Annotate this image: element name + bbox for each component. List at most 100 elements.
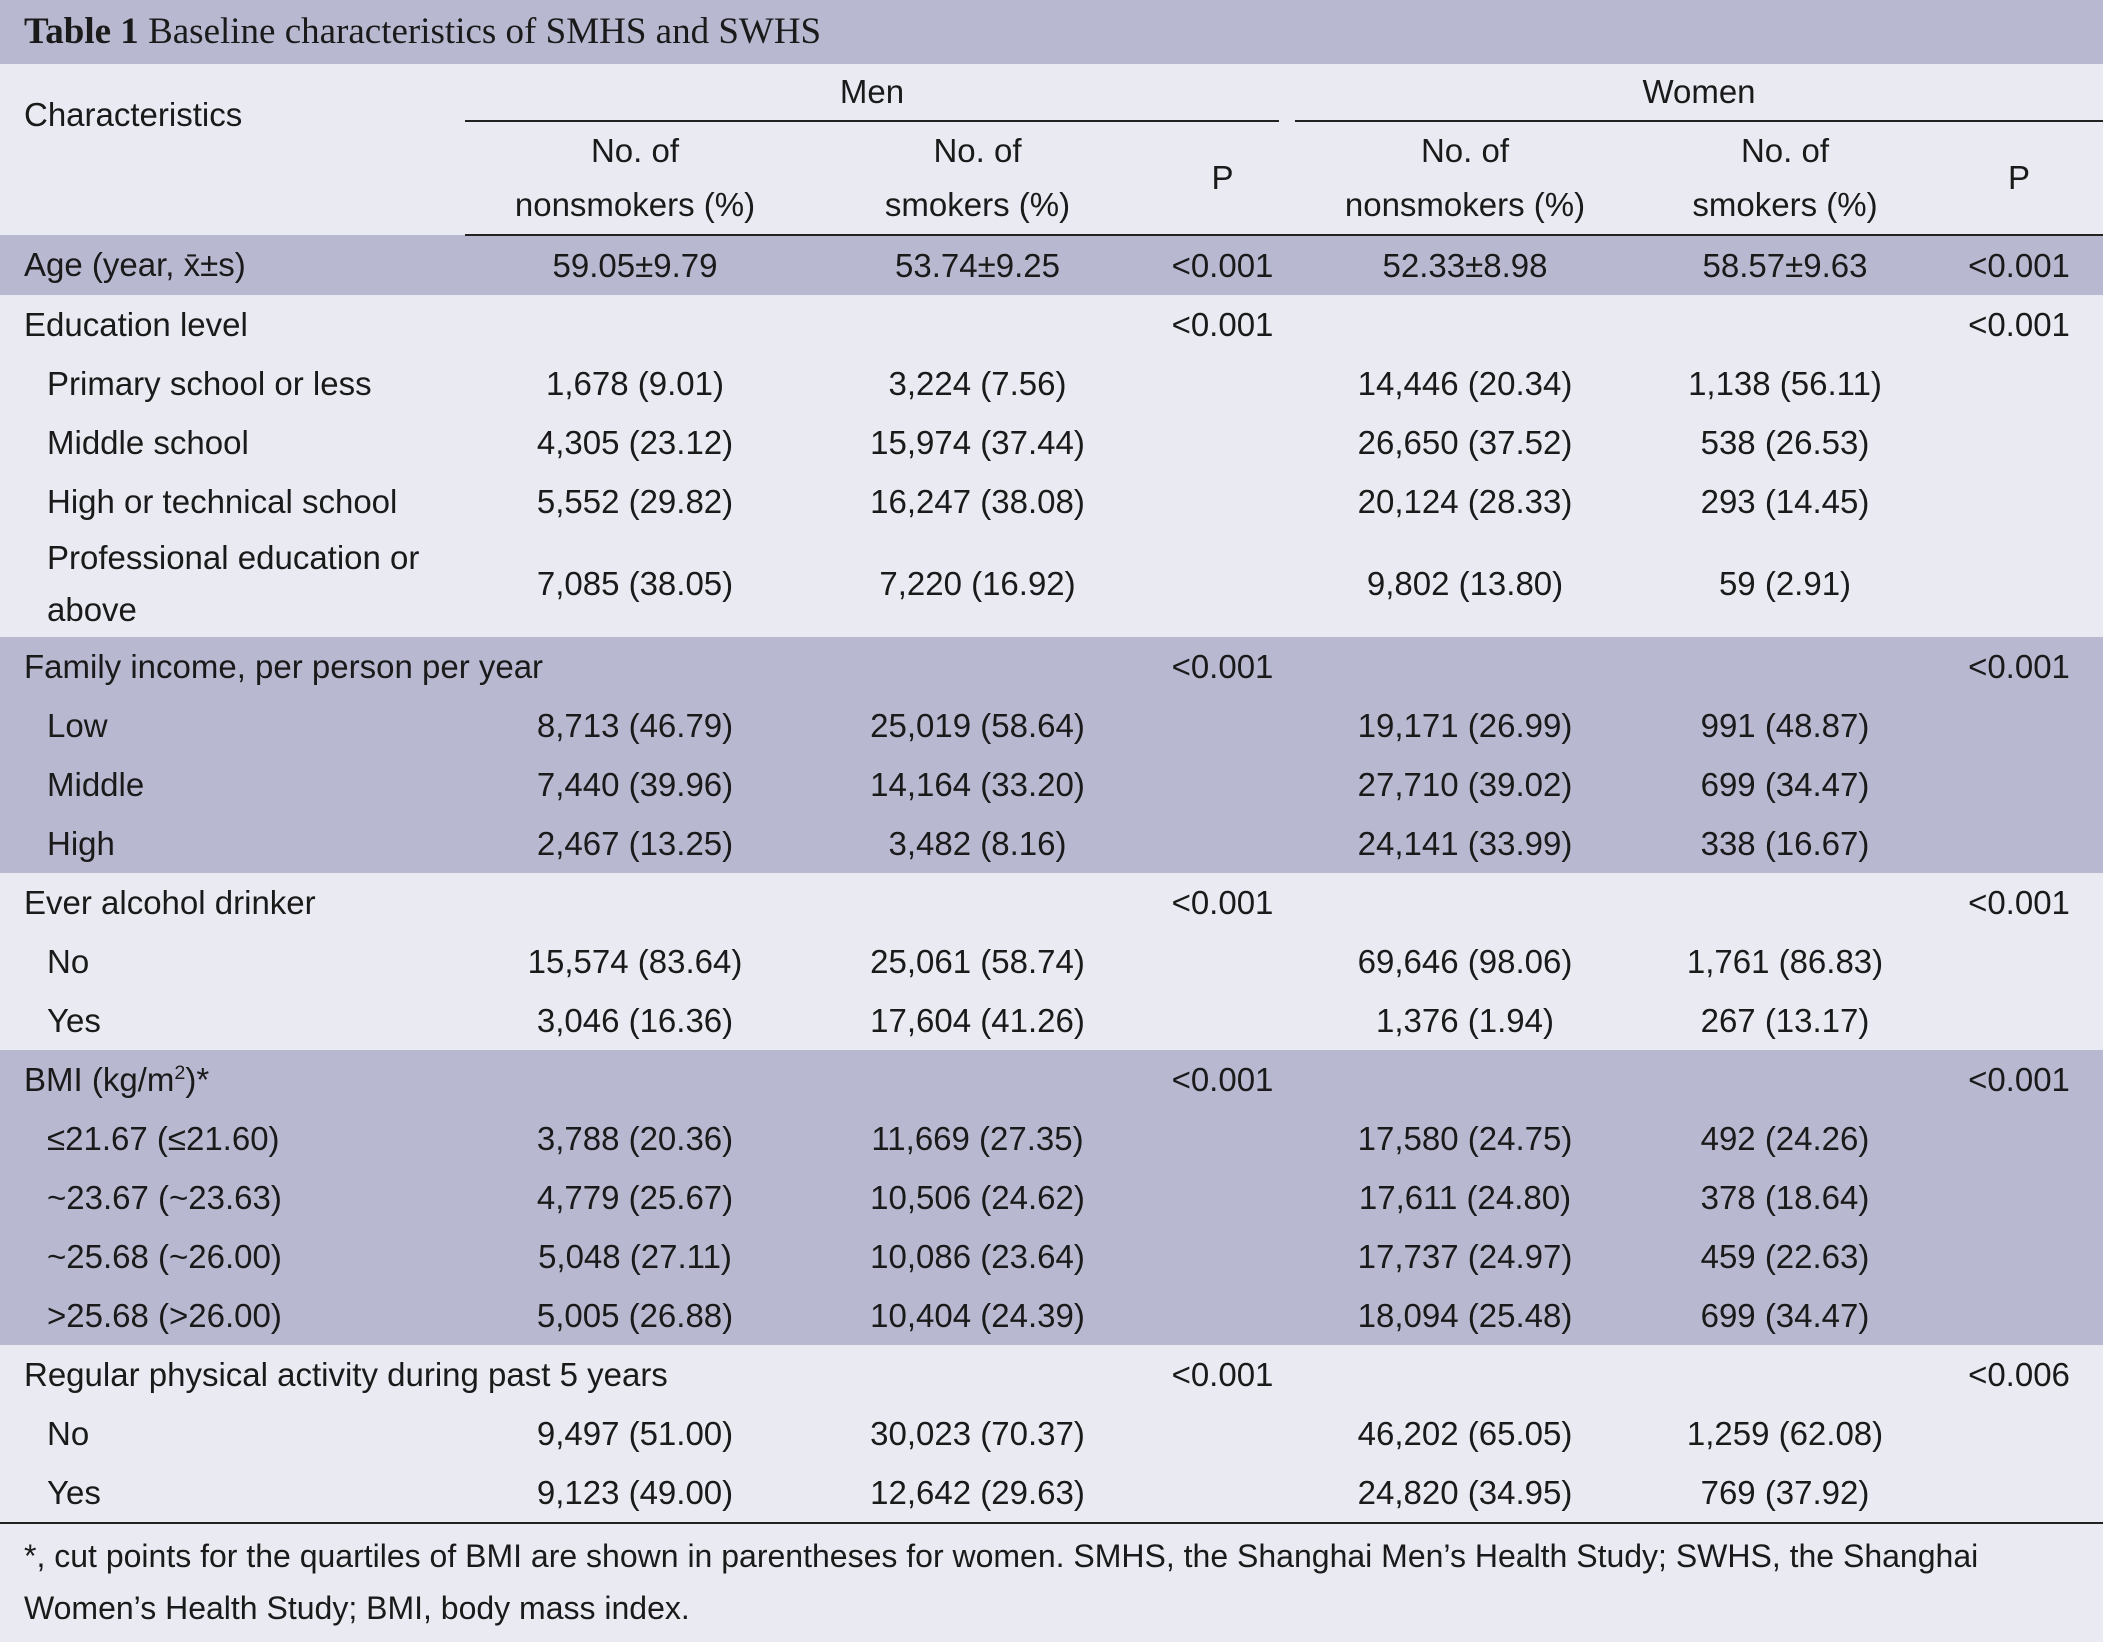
women-smokers-cell: 699 (34.47) (1635, 755, 1935, 814)
women-nonsmokers-cell (1295, 873, 1635, 932)
men-nonsmokers-cell: 5,048 (27.11) (465, 1227, 805, 1286)
men-smokers-cell: 3,482 (8.16) (805, 814, 1150, 873)
women-smokers-cell: 459 (22.63) (1635, 1227, 1935, 1286)
women-p-cell (1935, 472, 2103, 531)
women-nonsmokers-cell: 46,202 (65.05) (1357, 1414, 1573, 1452)
women-nonsmokers-cell (1295, 295, 1635, 354)
row-label: Low (0, 696, 465, 755)
women-nonsmokers-cell (1295, 1050, 1635, 1109)
table-row: Age (year, x̄±s) 59.05±9.79 53.74±9.25 <0.0… (0, 235, 2103, 295)
women-p-cell: <0.001 (1935, 235, 2103, 295)
table-title-label: Table 1 (24, 11, 139, 52)
row-label: No (47, 942, 90, 980)
men-p-cell: <0.001 (1171, 883, 1274, 921)
header-women-p: P (1935, 122, 2103, 236)
men-nonsmokers-cell: 5,552 (29.82) (536, 482, 734, 520)
table-row: Middle school 4,305 (23.12) 15,974 (37.44)… (0, 413, 2103, 472)
row-label: Professional education or above (47, 539, 420, 628)
women-p-cell (1935, 1227, 2103, 1286)
row-label: >25.68 (>26.00) (0, 1286, 465, 1345)
women-smokers-cell (1635, 295, 1935, 354)
table-row: Professional education or above 7,085 (38.… (0, 531, 2103, 637)
table-row: ≤21.67 (≤21.60) 3,788 (20.36) 11,669 (27.3… (0, 1109, 2103, 1168)
women-p-cell (1935, 991, 2103, 1050)
women-smokers-cell: 378 (18.64) (1635, 1168, 1935, 1227)
row-label: Education level (24, 305, 248, 343)
men-p-cell (1150, 814, 1295, 873)
men-nonsmokers-cell: 15,574 (83.64) (527, 942, 743, 980)
women-p-cell: <0.001 (1968, 883, 2070, 921)
men-smokers-cell (805, 873, 1150, 932)
women-nonsmokers-cell: 17,737 (24.97) (1295, 1227, 1635, 1286)
men-nonsmokers-cell: 9,497 (51.00) (536, 1414, 734, 1452)
women-smokers-cell (1635, 1345, 1935, 1404)
row-label: Age (year, x̄±s) (0, 235, 465, 295)
women-nonsmokers-cell (1295, 637, 1635, 696)
women-smokers-cell (1635, 637, 1935, 696)
table-row: >25.68 (>26.00) 5,005 (26.88) 10,404 (24.3… (0, 1286, 2103, 1345)
women-smokers-cell: 769 (37.92) (1700, 1473, 1870, 1511)
women-p-cell: <0.001 (1935, 637, 2103, 696)
women-smokers-cell: 1,138 (56.11) (1688, 364, 1882, 402)
men-nonsmokers-cell: 8,713 (46.79) (465, 696, 805, 755)
table-title: Table 1 Baseline characteristics of SMHS… (0, 0, 2103, 64)
row-label: High (0, 814, 465, 873)
women-nonsmokers-cell: 27,710 (39.02) (1295, 755, 1635, 814)
men-nonsmokers-cell: 59.05±9.79 (465, 235, 805, 295)
women-smokers-cell: 699 (34.47) (1635, 1286, 1935, 1345)
women-nonsmokers-cell: 17,580 (24.75) (1295, 1109, 1635, 1168)
women-smokers-cell: 338 (16.67) (1635, 814, 1935, 873)
header-men-smokers: No. of smokers (%) (805, 122, 1150, 236)
men-smokers-cell: 10,506 (24.62) (805, 1168, 1150, 1227)
table-row: High 2,467 (13.25) 3,482 (8.16) 24,141 (33.… (0, 814, 2103, 873)
table-body: Age (year, x̄±s) 59.05±9.79 53.74±9.25 <0.0… (0, 235, 2103, 1522)
men-smokers-cell: 17,604 (41.26) (870, 1001, 1085, 1039)
men-p-cell (1150, 932, 1295, 991)
men-nonsmokers-cell: 3,788 (20.36) (465, 1109, 805, 1168)
men-smokers-cell: 12,642 (29.63) (870, 1473, 1085, 1511)
row-label: ~25.68 (~26.00) (0, 1227, 465, 1286)
women-smokers-cell: 492 (24.26) (1635, 1109, 1935, 1168)
row-label: Family income, per person per year (0, 637, 543, 696)
row-label: No (47, 1414, 90, 1452)
women-smokers-cell: 59 (2.91) (1718, 565, 1852, 602)
men-p-cell (1150, 1463, 1295, 1522)
men-smokers-cell: 7,220 (16.92) (879, 565, 1076, 602)
men-smokers-cell: 25,061 (58.74) (870, 942, 1085, 980)
men-smokers-cell: 10,404 (24.39) (805, 1286, 1150, 1345)
women-smokers-cell (1635, 873, 1935, 932)
women-p-cell (1935, 1286, 2103, 1345)
row-label: High or technical school (47, 482, 398, 520)
men-p-cell (1150, 1168, 1295, 1227)
men-nonsmokers-cell: 3,046 (16.36) (536, 1001, 734, 1039)
men-p-cell (1150, 1109, 1295, 1168)
table-row: Regular physical activity during past 5 … (0, 1345, 2103, 1404)
women-p-cell (1935, 755, 2103, 814)
row-label: Middle (0, 755, 465, 814)
men-nonsmokers-cell: 7,085 (38.05) (536, 565, 734, 602)
men-smokers-cell: 11,669 (27.35) (805, 1109, 1150, 1168)
header-women-nonsmokers: No. of nonsmokers (%) (1295, 122, 1635, 236)
men-smokers-cell (805, 1050, 1150, 1109)
women-smokers-cell: 267 (13.17) (1700, 1001, 1870, 1039)
women-nonsmokers-cell: 24,820 (34.95) (1357, 1473, 1573, 1511)
men-smokers-cell: 30,023 (70.37) (870, 1414, 1085, 1452)
men-smokers-cell (805, 637, 1150, 696)
table-row: Primary school or less 1,678 (9.01) 3,224 … (0, 354, 2103, 413)
header-women: Women (1295, 64, 2103, 122)
men-nonsmokers-cell: 7,440 (39.96) (465, 755, 805, 814)
table-row: No 9,497 (51.00) 30,023 (70.37) 46,202 (65.… (0, 1404, 2103, 1463)
row-label: ~23.67 (~23.63) (0, 1168, 465, 1227)
women-p-cell (1935, 814, 2103, 873)
women-nonsmokers-cell (1295, 1345, 1635, 1404)
table-row: ~23.67 (~23.63) 4,779 (25.67) 10,506 (24.6… (0, 1168, 2103, 1227)
women-nonsmokers-cell: 9,802 (13.80) (1366, 565, 1564, 602)
table-footnote: *, cut points for the quartiles of BMI a… (0, 1522, 2103, 1634)
women-p-cell (1935, 354, 2103, 413)
men-smokers-cell (805, 295, 1150, 354)
header-men: Men (465, 64, 1279, 122)
men-nonsmokers-cell: 2,467 (13.25) (465, 814, 805, 873)
women-nonsmokers-cell: 20,124 (28.33) (1357, 482, 1573, 520)
women-smokers-cell: 293 (14.45) (1700, 482, 1870, 520)
women-p-cell (1935, 1463, 2103, 1522)
